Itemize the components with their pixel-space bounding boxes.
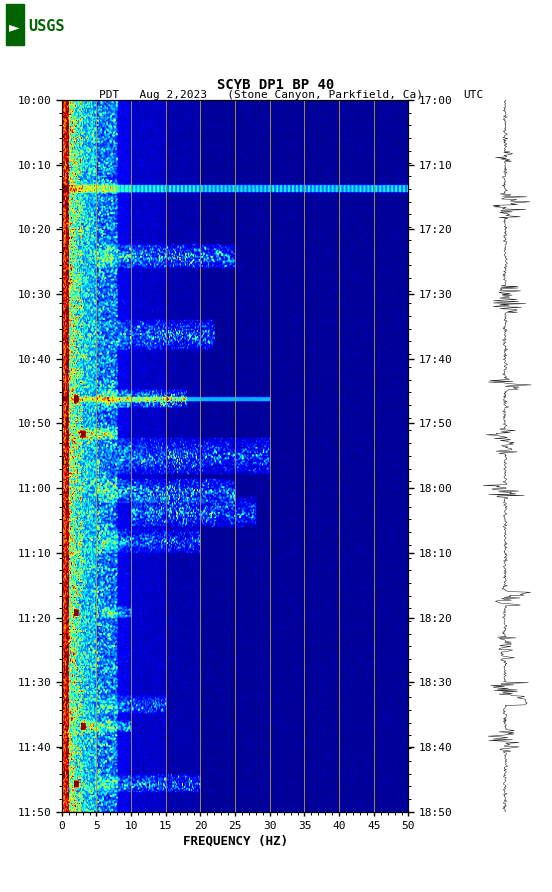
Text: ►: ► — [9, 20, 19, 34]
Bar — [6, 4, 24, 45]
X-axis label: FREQUENCY (HZ): FREQUENCY (HZ) — [183, 835, 288, 848]
Text: UTC: UTC — [464, 90, 484, 101]
Text: PDT   Aug 2,2023   (Stone Canyon, Parkfield, Ca): PDT Aug 2,2023 (Stone Canyon, Parkfield,… — [99, 90, 423, 101]
Text: SCYB DP1 BP 40: SCYB DP1 BP 40 — [217, 78, 335, 92]
Text: USGS: USGS — [29, 20, 65, 34]
